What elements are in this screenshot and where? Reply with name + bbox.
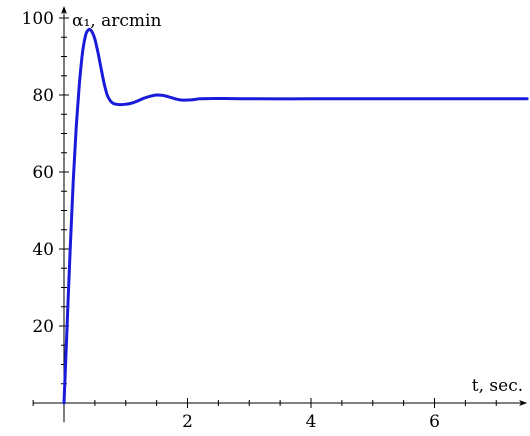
- x-tick-label: 4: [306, 412, 317, 432]
- y-tick-label: 100: [22, 9, 54, 29]
- y-tick-label: 80: [32, 86, 54, 106]
- y-axis-arrow: [61, 6, 67, 14]
- series-line: [62, 27, 529, 405]
- y-tick-label: 20: [32, 317, 54, 337]
- major-ticks: [59, 17, 435, 408]
- y-tick-label: 60: [32, 163, 54, 183]
- x-tick-label: 6: [429, 412, 440, 432]
- x-axis-label: t, sec.: [472, 376, 523, 396]
- y-axis-label: α₁, arcmin: [72, 11, 161, 31]
- x-tick-label: 2: [182, 412, 193, 432]
- x-axis-arrow: [519, 400, 528, 406]
- y-tick-label: 40: [32, 240, 54, 260]
- tick-labels: 2 4 6 20 40 60 80 100: [22, 9, 440, 432]
